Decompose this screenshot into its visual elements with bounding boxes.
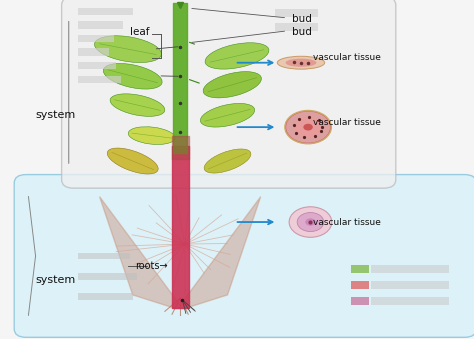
FancyBboxPatch shape: [14, 175, 474, 337]
Bar: [78, 76, 121, 83]
Text: system: system: [36, 275, 76, 285]
Text: system: system: [36, 110, 76, 120]
Bar: [78, 253, 130, 259]
Ellipse shape: [103, 63, 162, 89]
Bar: [78, 21, 123, 29]
Bar: [78, 273, 137, 280]
Bar: [371, 265, 449, 273]
Bar: [78, 8, 133, 15]
Ellipse shape: [285, 111, 331, 143]
Bar: [78, 35, 114, 42]
Bar: [78, 293, 133, 300]
Ellipse shape: [201, 103, 255, 127]
Ellipse shape: [107, 148, 158, 174]
Ellipse shape: [294, 117, 322, 137]
Ellipse shape: [203, 72, 261, 98]
Bar: [351, 265, 369, 273]
Text: vascular tissue: vascular tissue: [313, 53, 381, 62]
Bar: [78, 62, 116, 69]
Bar: [351, 281, 369, 289]
Text: bud: bud: [292, 14, 311, 24]
Ellipse shape: [128, 127, 175, 144]
Ellipse shape: [110, 94, 165, 116]
Text: vascular tissue: vascular tissue: [313, 118, 381, 126]
Text: roots→: roots→: [135, 261, 168, 271]
Bar: [275, 23, 318, 31]
Bar: [371, 281, 449, 289]
Ellipse shape: [297, 213, 324, 232]
Ellipse shape: [277, 56, 325, 69]
Polygon shape: [100, 197, 261, 308]
Ellipse shape: [205, 43, 269, 69]
Text: leaf: leaf: [130, 27, 150, 37]
Ellipse shape: [289, 207, 332, 237]
Text: bud: bud: [292, 27, 311, 37]
Ellipse shape: [305, 218, 316, 226]
Bar: [275, 9, 318, 17]
Ellipse shape: [285, 59, 316, 67]
Ellipse shape: [204, 149, 251, 173]
Bar: [351, 297, 369, 305]
Ellipse shape: [94, 36, 162, 63]
Text: vascular tissue: vascular tissue: [313, 218, 381, 226]
FancyBboxPatch shape: [62, 0, 396, 188]
Bar: [78, 48, 109, 56]
Bar: [371, 297, 449, 305]
Ellipse shape: [303, 124, 313, 131]
